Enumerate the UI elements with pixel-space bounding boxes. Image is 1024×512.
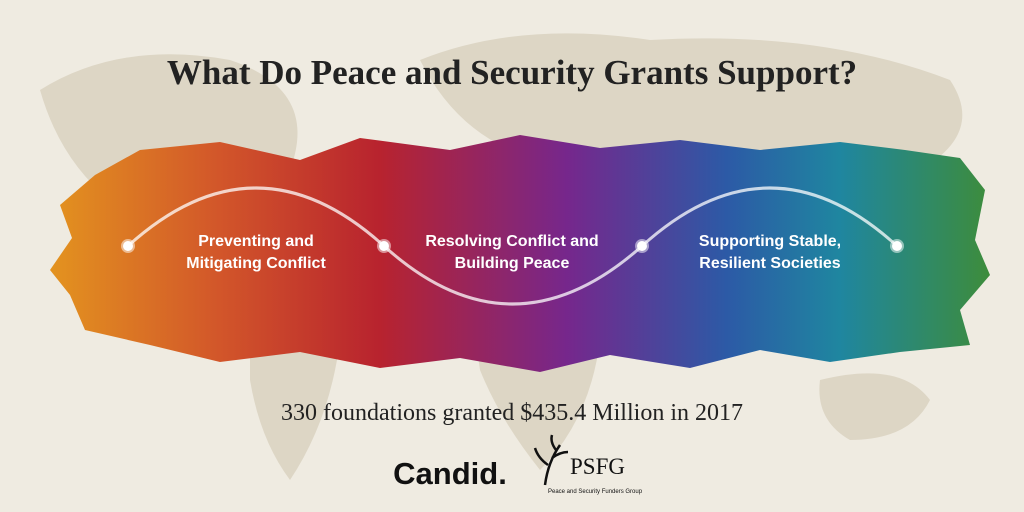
stage-label: Resilient Societies <box>699 255 840 272</box>
stage-label: Supporting Stable, <box>699 233 841 250</box>
psfg-tagline: Peace and Security Funders Group <box>548 489 643 495</box>
stage-label: Preventing and <box>198 233 314 250</box>
stage-label: Mitigating Conflict <box>186 255 326 272</box>
psfg-name: PSFG <box>570 454 625 479</box>
candid-logo: Candid. <box>393 456 507 491</box>
path-dots <box>121 239 904 253</box>
summary: 330 foundations granted $435.4 Million i… <box>281 400 743 426</box>
psfg-logo: PSFG Peace and Security Funders Group <box>533 434 643 495</box>
stage-label: Resolving Conflict and <box>425 233 598 250</box>
title: What Do Peace and Security Grants Suppor… <box>167 53 857 92</box>
path-arc <box>126 186 899 306</box>
stage-labels: Preventing and Mitigating Conflict Resolvi… <box>186 233 841 272</box>
stage-label: Building Peace <box>455 255 570 272</box>
brush-band <box>50 135 990 372</box>
